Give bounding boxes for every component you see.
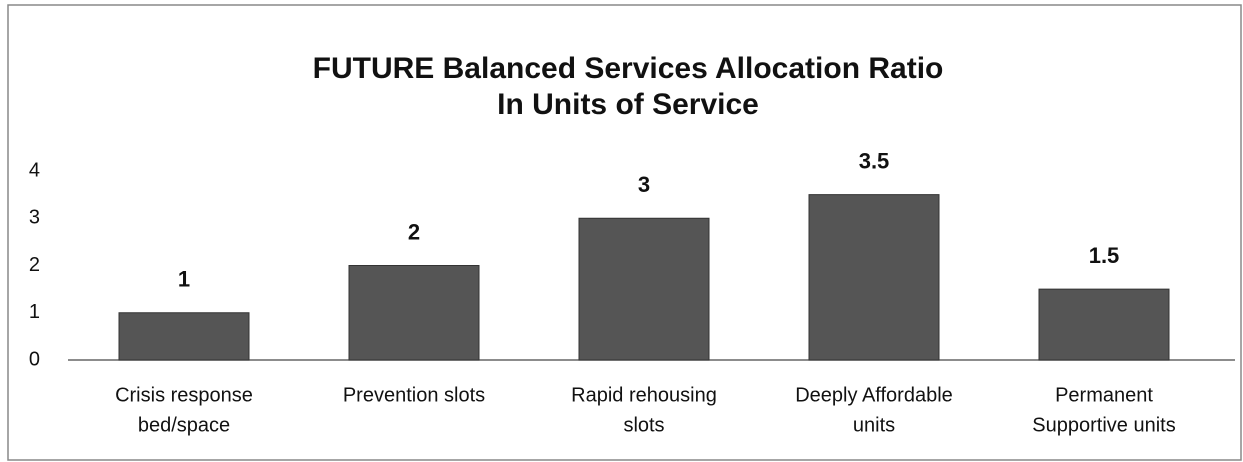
x-tick-label: bed/space — [138, 414, 230, 436]
value-label: 3.5 — [859, 148, 890, 173]
x-tick-label: Deeply Affordable — [795, 384, 953, 406]
y-tick-label: 3 — [29, 207, 40, 229]
y-tick-label: 1 — [29, 301, 40, 323]
chart-title: In Units of Service — [497, 88, 759, 121]
bar — [808, 194, 940, 361]
bar — [578, 217, 710, 361]
x-tick-label: units — [853, 414, 895, 436]
y-tick-label: 4 — [29, 159, 40, 181]
x-tick-label: Permanent — [1055, 384, 1153, 406]
y-tick-label: 2 — [29, 254, 40, 276]
value-label: 2 — [408, 219, 420, 244]
chart-title: FUTURE Balanced Services Allocation Rati… — [313, 52, 944, 85]
bar — [1038, 288, 1170, 361]
chart-frame — [7, 4, 1242, 461]
y-tick-label: 0 — [29, 348, 40, 370]
value-label: 1.5 — [1089, 243, 1120, 268]
x-tick-label: Crisis response — [115, 384, 253, 406]
bar — [118, 312, 250, 361]
bar — [348, 265, 480, 361]
value-label: 1 — [178, 267, 190, 292]
x-tick-label: Prevention slots — [343, 384, 485, 406]
value-label: 3 — [638, 172, 650, 197]
x-tick-label: Supportive units — [1032, 414, 1175, 436]
x-tick-label: slots — [623, 414, 664, 436]
x-tick-label: Rapid rehousing — [571, 384, 717, 406]
